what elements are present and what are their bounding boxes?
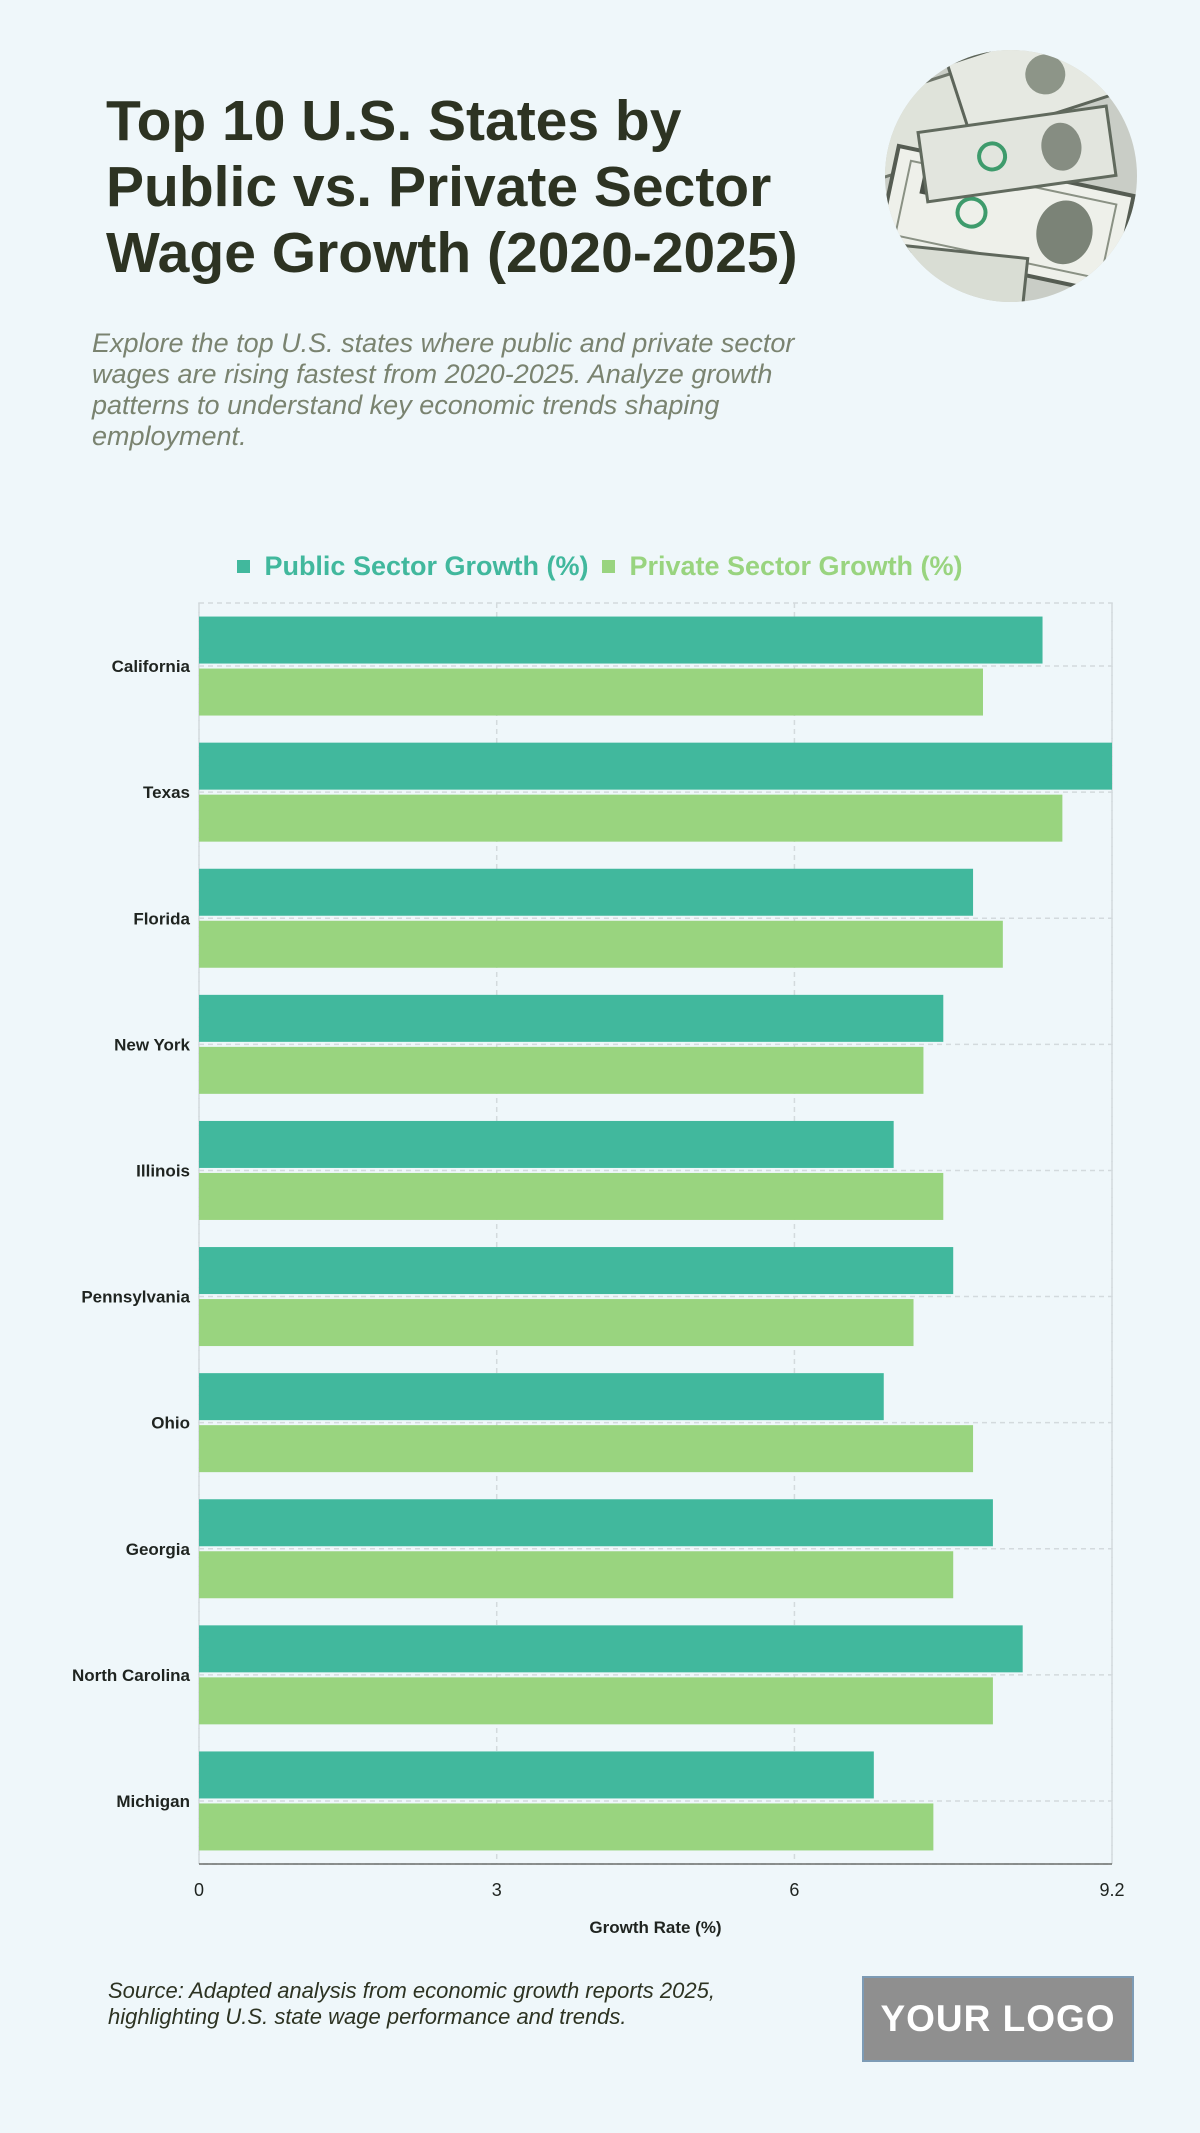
- public-bar: [199, 1625, 1023, 1673]
- public-bar: [199, 1120, 894, 1168]
- legend-label-private: Private Sector Growth (%): [629, 551, 963, 581]
- private-bar: [199, 1425, 974, 1473]
- chart-legend: Public Sector Growth (%) Private Sector …: [0, 551, 1200, 582]
- private-bar: [199, 920, 1003, 968]
- public-bar: [199, 616, 1043, 664]
- category-label: Michigan: [116, 1792, 190, 1811]
- legend-item-public: Public Sector Growth (%): [237, 551, 588, 582]
- chart-subtitle: Explore the top U.S. states where public…: [92, 328, 795, 451]
- private-bar: [199, 1551, 954, 1599]
- legend-label-public: Public Sector Growth (%): [264, 551, 589, 581]
- legend-swatch-public: [237, 560, 251, 573]
- public-bar: [199, 1247, 954, 1295]
- category-label: Texas: [143, 783, 190, 802]
- chart-title: Top 10 U.S. States by Public vs. Private…: [106, 89, 798, 285]
- category-label: Ohio: [151, 1414, 190, 1433]
- x-tick-label: 9.2: [1099, 1880, 1124, 1900]
- public-bar: [199, 1499, 993, 1547]
- category-label: Illinois: [136, 1161, 190, 1180]
- category-label: North Carolina: [72, 1666, 191, 1685]
- category-label: California: [112, 657, 191, 676]
- x-tick-label: 3: [492, 1880, 502, 1900]
- x-tick-label: 0: [194, 1880, 204, 1900]
- private-bar: [199, 1172, 944, 1220]
- public-bar: [199, 742, 1112, 790]
- private-bar: [199, 794, 1063, 842]
- private-bar: [199, 668, 983, 716]
- private-bar: [199, 1299, 914, 1347]
- logo-placeholder: YOUR LOGO: [862, 1976, 1134, 2062]
- dollar-bills-photo: [885, 50, 1137, 302]
- category-label: Florida: [133, 909, 190, 928]
- public-bar: [199, 1373, 884, 1421]
- private-bar: [199, 1677, 993, 1725]
- public-bar: [199, 994, 944, 1042]
- source-note: Source: Adapted analysis from economic g…: [108, 1978, 715, 2029]
- category-label: New York: [114, 1035, 190, 1054]
- x-tick-label: 6: [789, 1880, 799, 1900]
- x-axis-title: Growth Rate (%): [589, 1918, 721, 1937]
- category-label: Georgia: [126, 1540, 191, 1559]
- private-bar: [199, 1803, 934, 1851]
- public-bar: [199, 868, 974, 916]
- category-label: Pennsylvania: [81, 1288, 190, 1307]
- legend-item-private: Private Sector Growth (%): [602, 551, 963, 582]
- private-bar: [199, 1046, 924, 1094]
- legend-swatch-private: [602, 560, 616, 573]
- public-bar: [199, 1751, 874, 1799]
